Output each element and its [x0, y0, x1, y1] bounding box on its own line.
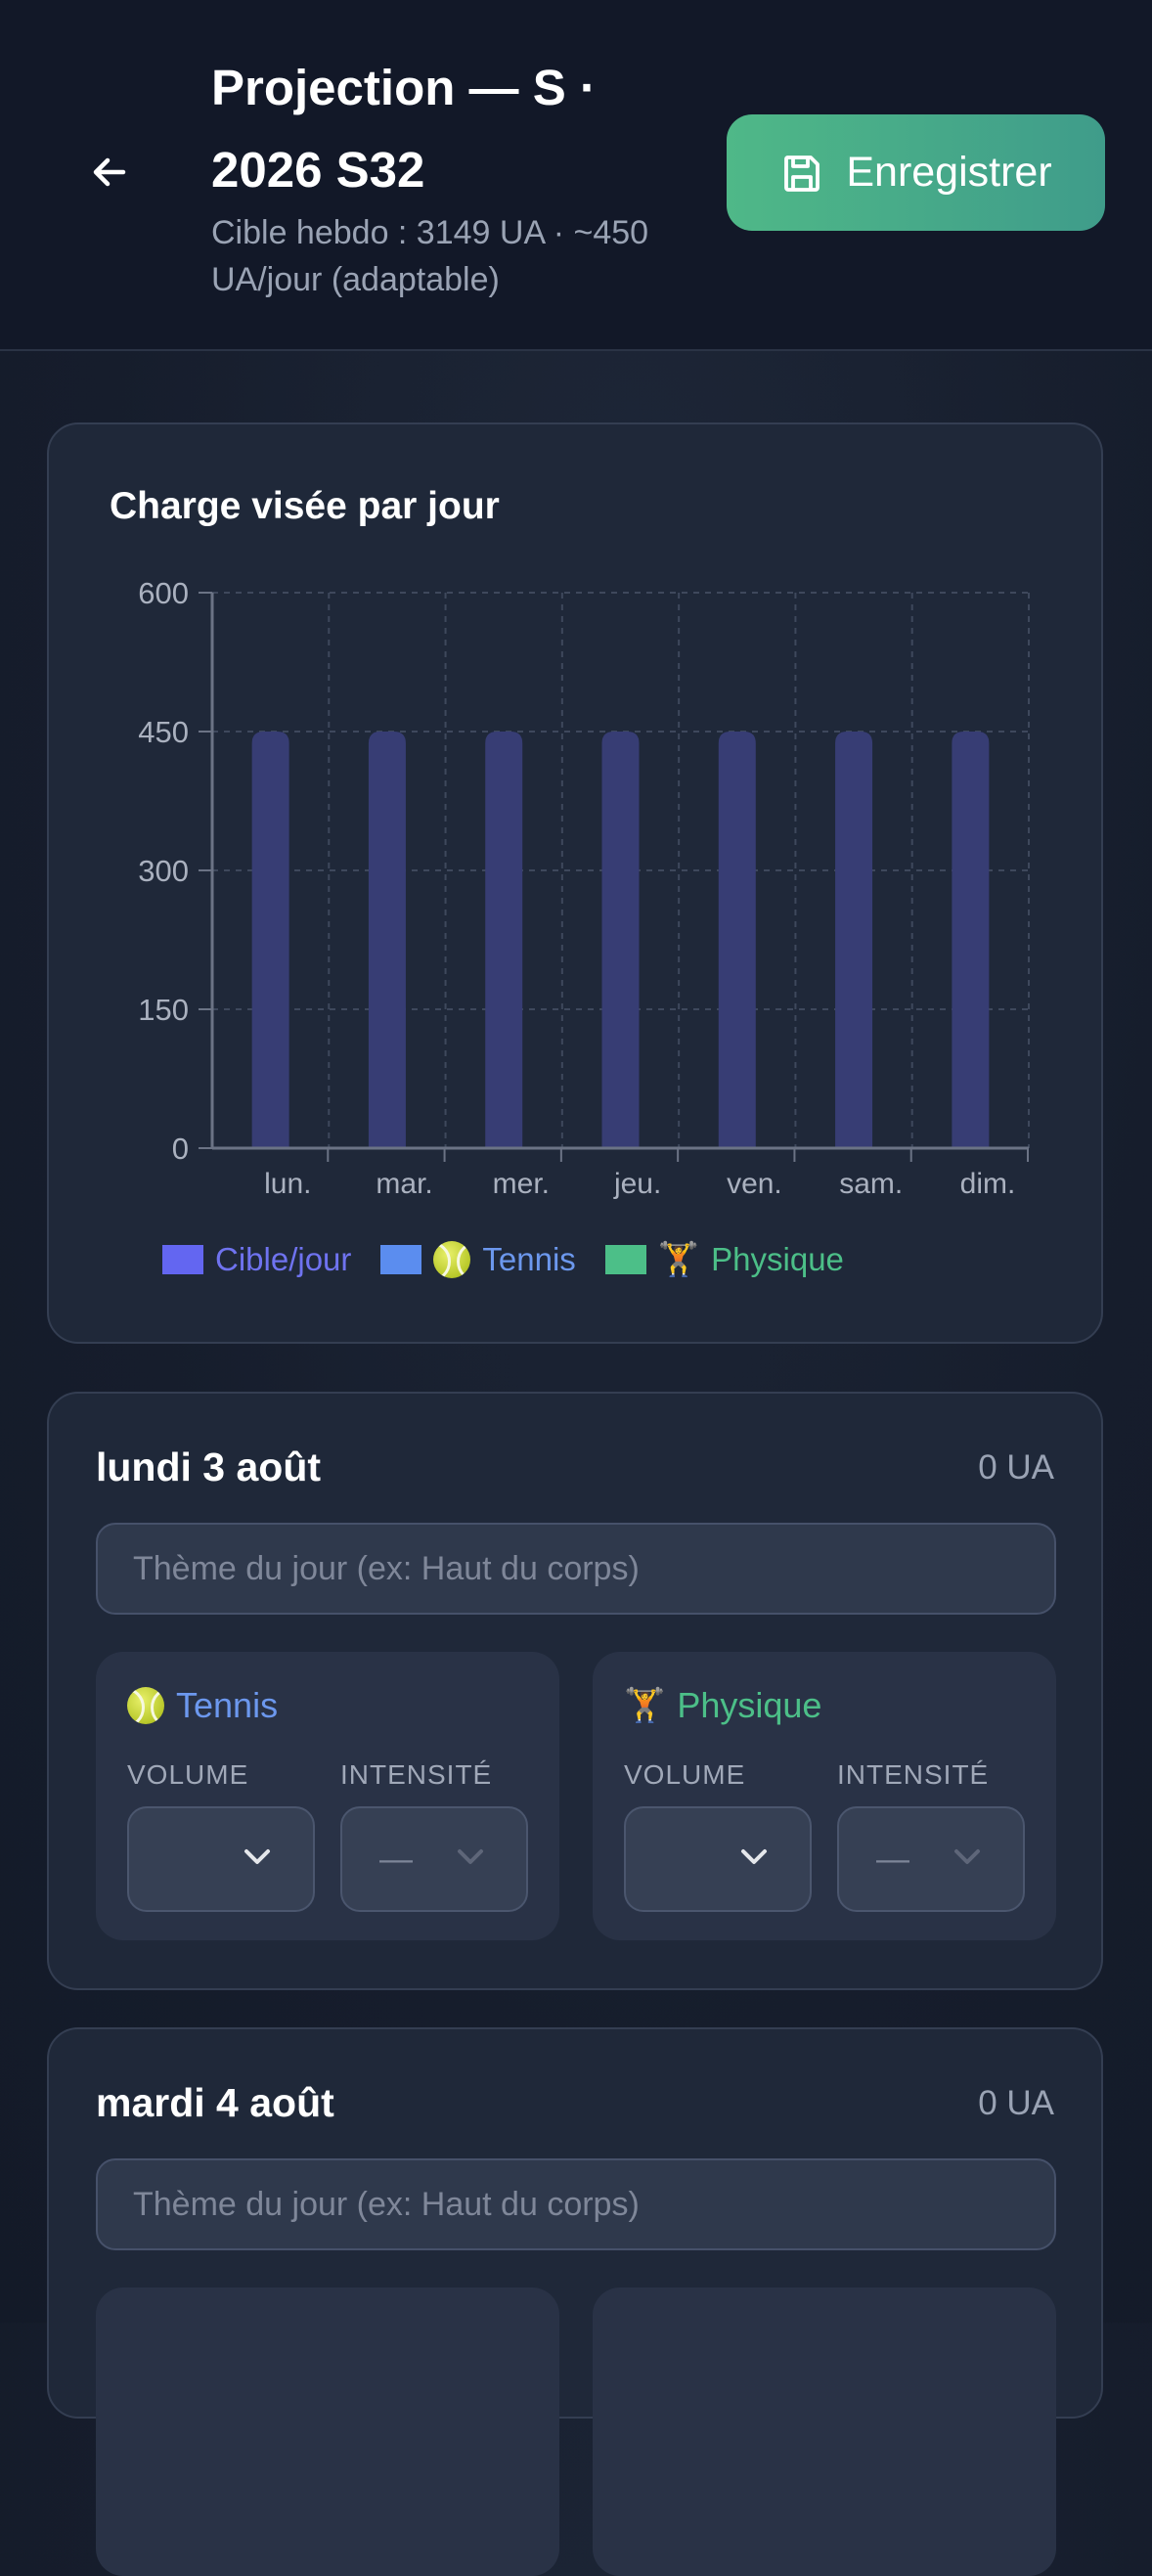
chevron-down-icon	[741, 1849, 767, 1864]
bar	[601, 732, 640, 1148]
tennis-panel: Tennis VOLUME INTENSITÉ —	[96, 1652, 559, 1940]
x-tick-label: jeu.	[613, 1168, 661, 1200]
chevron-down-icon	[954, 1849, 980, 1864]
legend-item-target[interactable]: Cible/jour	[162, 1241, 351, 1278]
tennis-volume-select[interactable]	[127, 1806, 315, 1912]
tennis-ball-icon	[127, 1687, 164, 1724]
page-title: Projection — S · 2026 S32	[211, 60, 597, 198]
day-card: mardi 4 août 0 UA	[47, 2027, 1103, 2576]
chevron-down-icon	[244, 1849, 270, 1864]
chart-title: Charge visée par jour	[110, 485, 500, 527]
chart-card: Charge visée par jour 0 150 300 450 600 lun. m…	[47, 422, 1103, 1344]
tennis-intensity-label: INTENSITÉ	[340, 1759, 493, 1790]
y-tick-label: 150	[138, 993, 189, 1027]
physique-intensity-value: —	[876, 1840, 909, 1878]
tennis-volume-label: VOLUME	[127, 1759, 249, 1790]
physique-panel-label: Physique	[677, 1685, 822, 1725]
y-tick-label: 300	[138, 854, 189, 888]
legend-swatch-target	[162, 1245, 203, 1274]
save-button-label: Enregistrer	[846, 149, 1052, 196]
legend-swatch-physique	[604, 1245, 646, 1274]
chart-legend: Cible/jour Tennis 🏋 Physique	[162, 1238, 844, 1281]
day-load-total: 0 UA	[978, 1448, 1054, 1487]
bar	[835, 732, 873, 1148]
x-tick-label: sam.	[839, 1168, 903, 1200]
legend-item-physique[interactable]: 🏋 Physique	[604, 1241, 844, 1278]
day-theme-input[interactable]	[96, 2158, 1056, 2250]
physique-intensity-label: INTENSITÉ	[837, 1759, 990, 1790]
bar	[368, 732, 406, 1148]
legend-label-target: Cible/jour	[215, 1241, 352, 1277]
legend-label-tennis: Tennis	[482, 1241, 576, 1277]
y-tick-label: 600	[138, 576, 189, 610]
physique-intensity-select[interactable]: —	[837, 1806, 1025, 1912]
bar	[952, 732, 990, 1148]
weightlifter-icon: 🏋	[657, 1241, 700, 1278]
tennis-intensity-value: —	[379, 1840, 413, 1878]
save-button[interactable]: Enregistrer	[727, 114, 1105, 231]
tennis-intensity-select[interactable]: —	[340, 1806, 528, 1912]
tennis-panel-label: Tennis	[176, 1685, 279, 1725]
tennis-panel	[96, 2287, 559, 2576]
day-title: lundi 3 août	[96, 1444, 322, 1489]
legend-item-tennis[interactable]: Tennis	[380, 1241, 576, 1278]
weightlifter-icon: 🏋	[624, 1687, 666, 1724]
y-tick-label: 0	[172, 1132, 189, 1166]
bar	[251, 732, 289, 1148]
legend-swatch-tennis	[380, 1245, 422, 1274]
day-title: mardi 4 août	[96, 2080, 334, 2125]
legend-label-physique: Physique	[711, 1241, 844, 1277]
x-tick-label: mer.	[493, 1168, 550, 1200]
x-tick-label: mar.	[376, 1168, 432, 1200]
bar	[485, 732, 523, 1148]
day-card: lundi 3 août 0 UA Tennis VOLUME INTENSIT…	[47, 1392, 1103, 1990]
arrow-left-icon	[93, 157, 126, 187]
x-tick-label: dim.	[960, 1168, 1016, 1200]
day-theme-input[interactable]	[96, 1523, 1056, 1615]
physique-panel-header: 🏋 Physique	[624, 1683, 821, 1728]
day-load-total: 0 UA	[978, 2084, 1054, 2122]
physique-volume-select[interactable]	[624, 1806, 812, 1912]
physique-volume-label: VOLUME	[624, 1759, 746, 1790]
tennis-panel-header: Tennis	[127, 1683, 278, 1728]
daily-load-chart: 0 150 300 450 600 lun. mar. mer. jeu. ven. sam. dim…	[138, 576, 1030, 1200]
chevron-down-icon	[458, 1849, 483, 1864]
app-header: Projection — S · 2026 S32 Cible hebdo : …	[0, 0, 1152, 351]
tennis-ball-icon	[433, 1241, 471, 1278]
floppy-disk-icon	[784, 155, 820, 192]
bar	[718, 732, 756, 1148]
physique-panel: 🏋 Physique VOLUME INTENSITÉ —	[593, 1652, 1056, 1940]
page-subtitle: Cible hebdo : 3149 UA · ~450 UA/jour (ad…	[211, 214, 649, 298]
x-tick-label: ven.	[727, 1168, 782, 1200]
physique-panel	[593, 2287, 1056, 2576]
back-button[interactable]	[84, 147, 135, 198]
x-tick-label: lun.	[264, 1168, 311, 1200]
y-tick-label: 450	[138, 715, 189, 749]
